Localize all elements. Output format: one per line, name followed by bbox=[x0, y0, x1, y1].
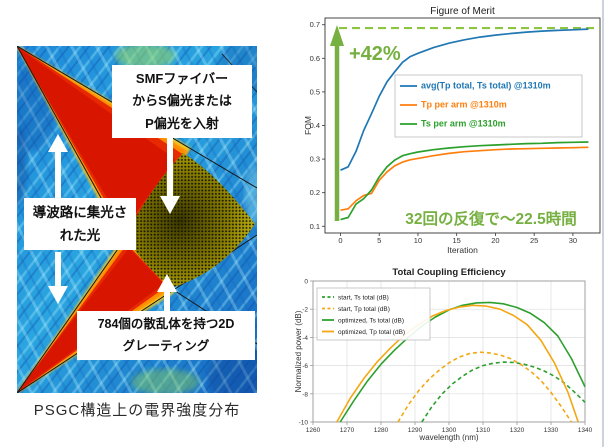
legend-entry: Ts per arm @1310m bbox=[421, 119, 506, 129]
y-axis-label: FOM bbox=[303, 116, 313, 135]
arrow-up-icon bbox=[157, 274, 177, 312]
svg-text:1330: 1330 bbox=[544, 427, 559, 434]
svg-text:-8: -8 bbox=[302, 391, 308, 398]
svg-text:1290: 1290 bbox=[408, 427, 423, 434]
svg-text:0.1: 0.1 bbox=[310, 222, 320, 231]
label-waveguide-light: 導波路に集光さ れた光 bbox=[24, 198, 136, 251]
tce-chart-svg: 1260 1270 1280 1290 1300 1310 1320 1330 1340 0 -2 -… bbox=[294, 267, 593, 442]
svg-text:1340: 1340 bbox=[578, 427, 593, 434]
svg-text:-4: -4 bbox=[302, 335, 308, 342]
legend-entry: optimized, Tp total (dB) bbox=[338, 329, 405, 336]
svg-text:10: 10 bbox=[414, 236, 422, 245]
coupling-efficiency-chart: 1260 1270 1280 1290 1300 1310 1320 1330 1340 0 -2 -… bbox=[294, 258, 610, 447]
fom-chart-svg: 0 5 10 15 20 25 30 0.1 0.2 0.3 0.4 0.5 0.6 0.7 Figure … bbox=[303, 6, 601, 255]
chart-plot: 1260 1270 1280 1290 1300 1310 1320 1330 1340 0 -2 -… bbox=[294, 267, 593, 442]
svg-text:-10: -10 bbox=[299, 420, 309, 427]
legend: avg(Tp total, Ts total) @1310m Tp per arm… bbox=[394, 74, 583, 138]
label-smf-input: SMFファイバー からS偏光または P偏光を入射 bbox=[112, 65, 252, 139]
series-line bbox=[397, 351, 573, 423]
series-line bbox=[340, 141, 589, 221]
chart-plot: 0 5 10 15 20 25 30 0.1 0.2 0.3 0.4 0.5 0.6 0.7 Figure … bbox=[303, 6, 601, 255]
svg-text:30: 30 bbox=[569, 236, 577, 245]
svg-text:1300: 1300 bbox=[442, 427, 457, 434]
legend-entry: start, Ts total (dB) bbox=[338, 295, 389, 302]
svg-text:0: 0 bbox=[338, 236, 342, 245]
slide-edge bbox=[602, 0, 604, 447]
field-intensity-figure: SMFファイバー からS偏光または P偏光を入射 導波路に集光さ れた光 784… bbox=[17, 46, 257, 393]
arrow-down-icon bbox=[48, 252, 68, 304]
iterations-time-annotation: 32回の反復で〜22.5時間 bbox=[405, 209, 576, 228]
legend-entry: optimized, Ts total (dB) bbox=[338, 318, 404, 325]
svg-text:0.6: 0.6 bbox=[310, 54, 320, 63]
svg-text:1260: 1260 bbox=[306, 427, 321, 434]
series-line bbox=[340, 28, 589, 171]
svg-text:1270: 1270 bbox=[340, 427, 355, 434]
flow-arrows bbox=[48, 134, 180, 312]
chart-title: Total Coupling Efficiency bbox=[392, 267, 506, 278]
y-axis-label: Normalized power (dB) bbox=[295, 310, 303, 392]
svg-text:1320: 1320 bbox=[510, 427, 525, 434]
arrow-down-icon bbox=[160, 138, 180, 214]
legend: start, Ts total (dB) start, Tp total (dB)… bbox=[316, 287, 431, 341]
label-grating-scatterers: 784個の散乱体を持つ2D グレーティング bbox=[77, 311, 255, 360]
series-line bbox=[421, 361, 586, 423]
figure-caption: PSGC構造上の電界強度分布 bbox=[33, 402, 241, 419]
fom-annotations: +42% 32回の反復で〜22.5時間 bbox=[330, 25, 577, 228]
svg-text:20: 20 bbox=[491, 236, 499, 245]
series-line bbox=[339, 301, 586, 423]
svg-text:5: 5 bbox=[377, 236, 381, 245]
svg-text:0.3: 0.3 bbox=[310, 155, 320, 164]
arrow-up-icon bbox=[48, 134, 68, 200]
x-axis-label: Iteration bbox=[447, 245, 478, 255]
svg-text:0.7: 0.7 bbox=[310, 20, 320, 29]
series-line bbox=[336, 304, 579, 423]
svg-text:25: 25 bbox=[530, 236, 538, 245]
2d-grating-region bbox=[125, 153, 255, 288]
svg-text:0.5: 0.5 bbox=[310, 87, 320, 96]
figure-of-merit-chart: 0 5 10 15 20 25 30 0.1 0.2 0.3 0.4 0.5 0.6 0.7 Figure … bbox=[303, 5, 610, 260]
svg-text:0: 0 bbox=[304, 279, 308, 286]
legend-entry: Tp per arm @1310m bbox=[421, 100, 507, 110]
svg-text:1280: 1280 bbox=[374, 427, 389, 434]
gain-annotation: +42% bbox=[349, 43, 401, 65]
legend-entry: start, Tp total (dB) bbox=[338, 306, 390, 313]
chart-title: Figure of Merit bbox=[430, 6, 495, 17]
svg-text:0.4: 0.4 bbox=[310, 121, 320, 130]
svg-text:0.2: 0.2 bbox=[310, 188, 320, 197]
legend-entry: avg(Tp total, Ts total) @1310m bbox=[421, 81, 551, 91]
svg-text:-6: -6 bbox=[302, 363, 308, 370]
svg-text:15: 15 bbox=[453, 236, 461, 245]
svg-text:-2: -2 bbox=[302, 307, 308, 314]
svg-text:1310: 1310 bbox=[476, 427, 491, 434]
x-axis-label: wavelength (nm) bbox=[418, 433, 478, 442]
